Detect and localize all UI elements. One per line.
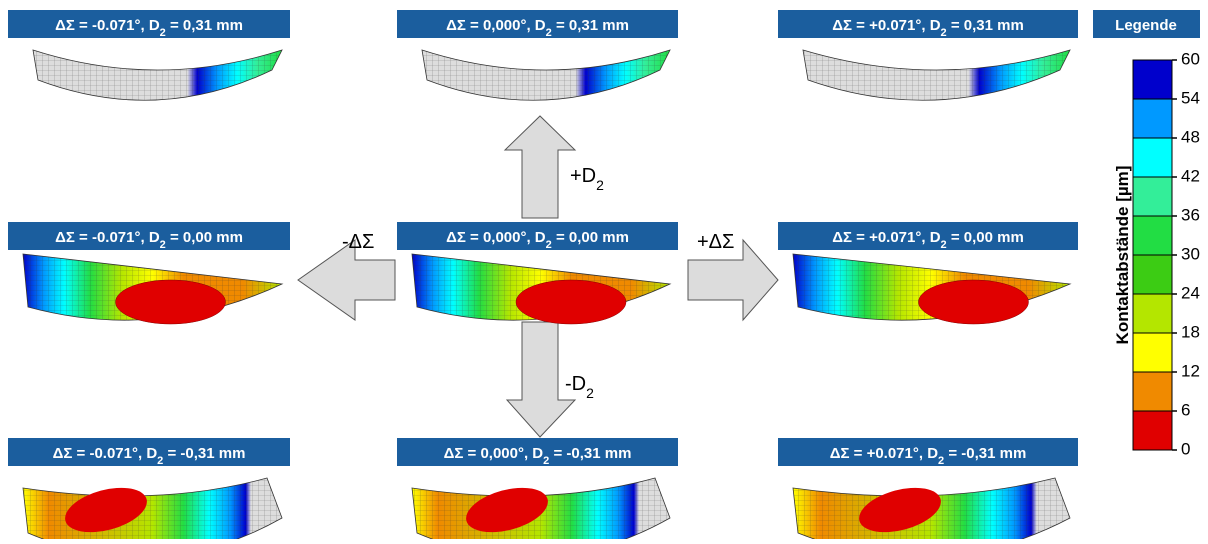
colorbar-band — [1133, 99, 1172, 138]
arrow-label: +ΔΣ — [697, 231, 734, 253]
label-text: ΔΣ = +0.071°, D — [832, 229, 941, 246]
mesh — [23, 478, 282, 539]
arrow-label: -ΔΣ — [342, 231, 374, 253]
colorbar-band — [1133, 177, 1172, 216]
colorbar-tick-label: 6 — [1181, 400, 1190, 419]
colorbar-tick-label: 54 — [1181, 88, 1200, 107]
label-text: ΔΣ = 0,000°, D — [446, 17, 546, 34]
label-text: ΔΣ = 0,000°, D — [444, 445, 544, 462]
label-text: = 0,00 mm — [947, 229, 1024, 246]
label-text: = 0,00 mm — [552, 229, 629, 246]
label-text: = 0,00 mm — [166, 229, 243, 246]
colorbar-tick-label: 18 — [1181, 322, 1200, 341]
colorbar-band — [1133, 294, 1172, 333]
label-text: = -0,31 mm — [944, 445, 1026, 462]
label-text: = -0,31 mm — [163, 445, 245, 462]
colorbar-band — [1133, 333, 1172, 372]
colorbar-band — [1133, 216, 1172, 255]
colorbar-tick-label: 48 — [1181, 127, 1200, 146]
label-text: ΔΣ = +0.071°, D — [832, 17, 941, 34]
label-text: ΔΣ = -0.071°, D — [53, 445, 158, 462]
colorbar-tick-label: 12 — [1181, 361, 1200, 380]
label-text: ΔΣ = 0,000°, D — [446, 229, 546, 246]
colorbar-label: Kontaktabstände [µm] — [1113, 166, 1132, 345]
colorbar-tick-label: 30 — [1181, 244, 1200, 263]
colorbar-tick-label: 42 — [1181, 166, 1200, 185]
mesh — [422, 50, 670, 100]
arrow-up — [505, 116, 575, 218]
contact-core — [919, 280, 1029, 324]
label-text: ΔΣ = -0.071°, D — [55, 17, 160, 34]
colorbar-band — [1133, 60, 1172, 99]
mesh — [803, 50, 1070, 100]
legend-title: Legende — [1115, 17, 1177, 34]
colorbar-tick-label: 24 — [1181, 283, 1200, 302]
colorbar-tick-label: 36 — [1181, 205, 1200, 224]
colorbar-tick-label: 0 — [1181, 439, 1190, 458]
colorbar-tick-label: 60 — [1181, 49, 1200, 68]
colorbar-band — [1133, 372, 1172, 411]
label-text: = 0,31 mm — [552, 17, 629, 34]
label-text: = 0,31 mm — [166, 17, 243, 34]
contact-core — [116, 280, 226, 324]
label-text: ΔΣ = -0.071°, D — [55, 229, 160, 246]
arrow-label: +D2 — [570, 165, 604, 193]
figure: +D2 -D2 -ΔΣ +ΔΣ Legende Kontaktabstände … — [0, 0, 1208, 539]
colorbar-band — [1133, 411, 1172, 450]
label-text: = 0,31 mm — [947, 17, 1024, 34]
mesh — [33, 50, 282, 100]
arrow-label: -D2 — [565, 373, 594, 401]
colorbar-band — [1133, 138, 1172, 177]
contact-core — [516, 280, 626, 324]
label-text: ΔΣ = +0.071°, D — [830, 445, 939, 462]
label-text: = -0,31 mm — [549, 445, 631, 462]
colorbar-band — [1133, 255, 1172, 294]
